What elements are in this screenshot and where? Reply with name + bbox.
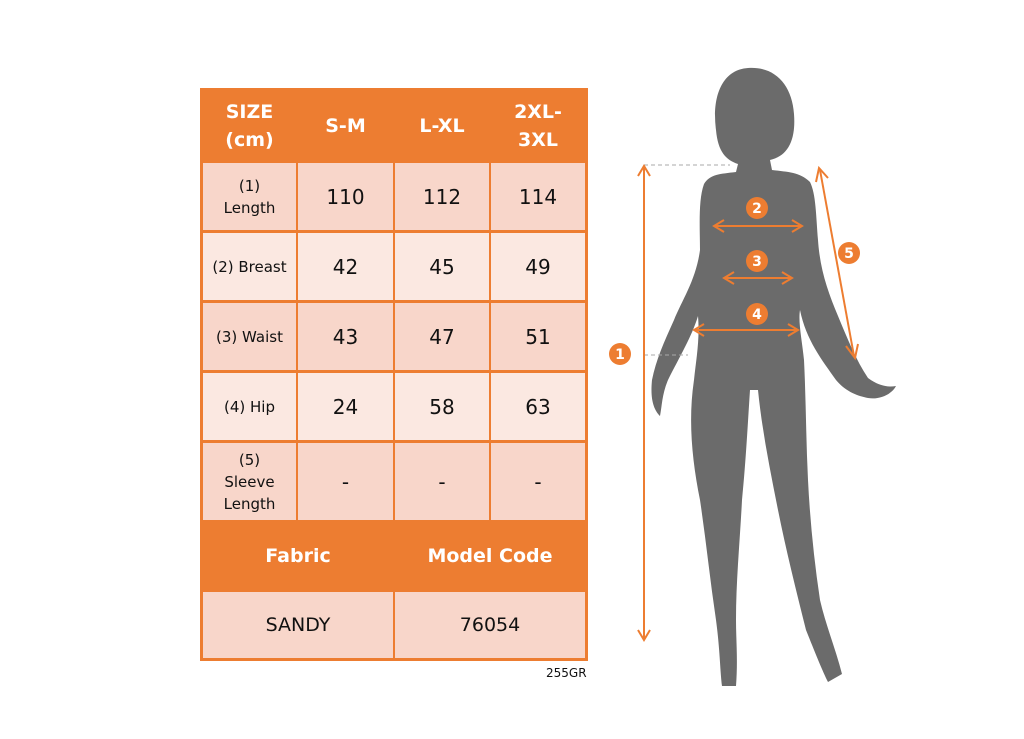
row-label-text: Length (223, 494, 276, 513)
size-value: 45 (395, 233, 489, 300)
size-value: 112 (395, 163, 489, 230)
marker-5: 5 (844, 246, 854, 262)
header-size: SIZE (cm) (203, 91, 296, 160)
header-text: SIZE (225, 100, 274, 123)
header-text: (cm) (225, 128, 274, 151)
size-value: 63 (491, 373, 585, 440)
header-model-code: Model Code (427, 545, 553, 567)
size-value: - (491, 443, 585, 520)
marker-3-icon (746, 250, 768, 272)
row-label: (2) Breast (203, 233, 296, 300)
marker-3: 3 (752, 254, 762, 270)
model-code-value: 76054 (395, 592, 585, 658)
row-label: (5) Sleeve Length (203, 443, 296, 520)
size-value: 51 (491, 303, 585, 370)
header-s-m: S-M (325, 114, 366, 137)
row-label-text: (1) (238, 176, 261, 195)
marker-5-icon (838, 242, 860, 264)
row-label: (4) Hip (203, 373, 296, 440)
fabric-value: SANDY (203, 592, 393, 658)
size-value: 24 (298, 373, 393, 440)
marker-2: 2 (752, 201, 762, 217)
guide-lines (644, 164, 730, 356)
size-value: 114 (491, 163, 585, 230)
row-label-text: Length (223, 198, 276, 217)
measure-arrows (637, 164, 859, 642)
size-value: - (395, 443, 489, 520)
marker-2-icon (746, 197, 768, 219)
size-value: 110 (298, 163, 393, 230)
row-label-text: (2) Breast (212, 257, 287, 276)
woman-silhouette (651, 67, 896, 686)
size-value: - (298, 443, 393, 520)
product-code: 255GR (546, 666, 587, 680)
row-label-text: (4) Hip (224, 397, 275, 416)
size-value: 42 (298, 233, 393, 300)
row-label-text: (3) Waist (216, 327, 283, 346)
marker-4: 4 (752, 307, 762, 323)
size-chart-table: SIZE (cm) S-M L-XL 2XL-3XL (1) Length 110 1… (200, 88, 588, 661)
header-2xl-3xl: 2XL-3XL (491, 91, 585, 160)
header-fabric: Fabric (265, 545, 331, 567)
marker-4-icon (746, 303, 768, 325)
marker-1-icon (609, 343, 631, 365)
sleeve-arrow (819, 169, 855, 357)
size-value: 47 (395, 303, 489, 370)
row-label-text: Sleeve (224, 472, 275, 491)
size-value: 43 (298, 303, 393, 370)
size-value: 49 (491, 233, 585, 300)
header-l-xl: L-XL (419, 114, 465, 137)
row-label: (3) Waist (203, 303, 296, 370)
size-value: 58 (395, 373, 489, 440)
row-label-text: (5) (238, 450, 261, 469)
marker-1: 1 (615, 347, 625, 363)
row-label: (1) Length (203, 163, 296, 230)
body-measurement-figure: 1 2 3 4 5 (609, 67, 896, 686)
header-text: 2XL-3XL (514, 100, 562, 151)
